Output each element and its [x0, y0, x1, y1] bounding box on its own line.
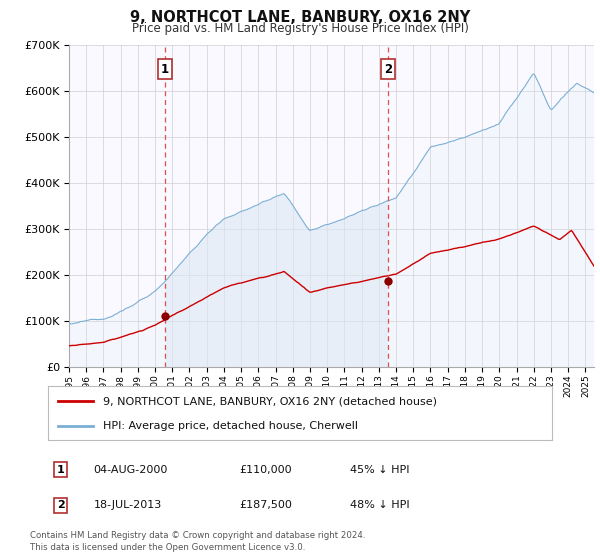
- Text: 2: 2: [57, 500, 64, 510]
- Text: £187,500: £187,500: [239, 500, 292, 510]
- Text: 9, NORTHCOT LANE, BANBURY, OX16 2NY (detached house): 9, NORTHCOT LANE, BANBURY, OX16 2NY (det…: [103, 396, 437, 407]
- Text: 9, NORTHCOT LANE, BANBURY, OX16 2NY: 9, NORTHCOT LANE, BANBURY, OX16 2NY: [130, 10, 470, 25]
- Text: 04-AUG-2000: 04-AUG-2000: [94, 465, 168, 475]
- Text: 18-JUL-2013: 18-JUL-2013: [94, 500, 161, 510]
- Text: Contains HM Land Registry data © Crown copyright and database right 2024.
This d: Contains HM Land Registry data © Crown c…: [30, 531, 365, 552]
- Text: 2: 2: [384, 63, 392, 76]
- Text: Price paid vs. HM Land Registry's House Price Index (HPI): Price paid vs. HM Land Registry's House …: [131, 22, 469, 35]
- Text: 1: 1: [161, 63, 169, 76]
- Text: HPI: Average price, detached house, Cherwell: HPI: Average price, detached house, Cher…: [103, 421, 358, 431]
- Text: 1: 1: [57, 465, 64, 475]
- Text: 48% ↓ HPI: 48% ↓ HPI: [350, 500, 410, 510]
- Text: £110,000: £110,000: [239, 465, 292, 475]
- Text: 45% ↓ HPI: 45% ↓ HPI: [350, 465, 410, 475]
